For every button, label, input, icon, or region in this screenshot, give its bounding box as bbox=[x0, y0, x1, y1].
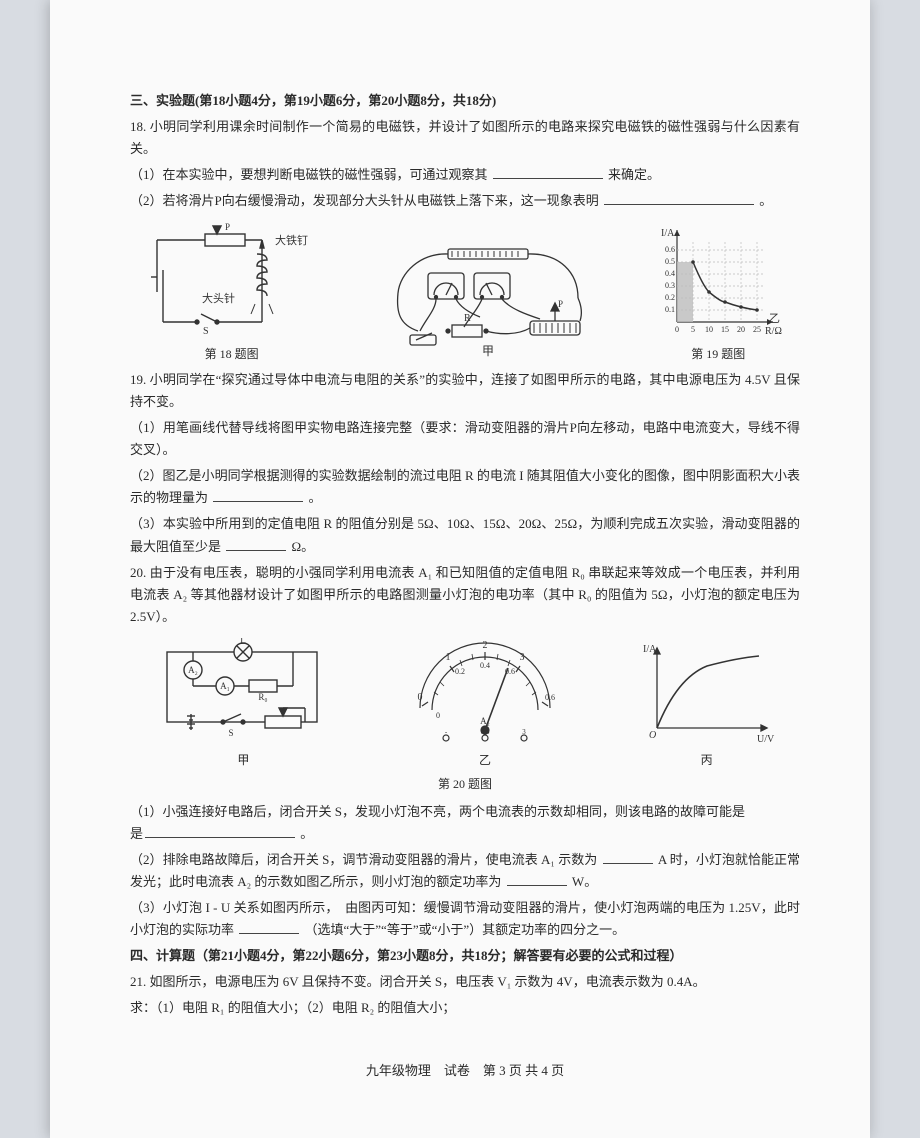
q21-p1: 求：（1）电阻 R₁ 的阻值大小；（2）电阻 R₂ 的阻值大小； bbox=[130, 997, 800, 1019]
exam-page: 三、实验题(第18小题4分，第19小题6分，第20小题8分，共18分) 18. … bbox=[50, 0, 870, 1138]
fig19-xlabel: R/Ω bbox=[765, 326, 782, 337]
q19-blank3 bbox=[226, 538, 286, 551]
section4-title: 四、计算题（第21小题4分，第22小题6分，第23小题8分，共18分；解答要有必… bbox=[130, 945, 800, 967]
q20-p1b: 。 bbox=[300, 826, 313, 841]
fig20-jia: L A₂ A₁ R₀ S 甲 bbox=[153, 638, 333, 770]
xt2: 10 bbox=[705, 325, 713, 334]
fig20-jia-svg: L A₂ A₁ R₀ S bbox=[153, 638, 333, 748]
fig20-jia-label: 甲 bbox=[153, 750, 333, 770]
fig20-bing-svg: I/A U/V O bbox=[637, 638, 777, 748]
fig20-gO: O bbox=[649, 730, 656, 741]
svg-text:3: 3 bbox=[522, 728, 526, 736]
q21-stem: 21. 如图所示，电源电压为 6V 且保持不变。闭合开关 S，电压表 V₁ 示数… bbox=[130, 971, 800, 993]
fig19-P: P bbox=[558, 299, 563, 309]
fig19-jia: R P 甲 bbox=[370, 243, 600, 365]
q20-p3: （3）小灯泡 I - U 关系如图丙所示， 由图丙可知：缓慢调节滑动变阻器的滑片… bbox=[130, 897, 800, 941]
fig20-gy: I/A bbox=[643, 644, 657, 655]
fig18-S: S bbox=[203, 326, 209, 337]
mt1: 1 bbox=[445, 652, 450, 663]
xt0: 0 bbox=[675, 325, 679, 334]
q20-stem: 20. 由于没有电压表，聪明的小强同学利用电流表 A₁ 和已知阻值的定值电阻 R… bbox=[130, 562, 800, 628]
q18-p1b: 来确定。 bbox=[608, 167, 660, 182]
xt1: 5 bbox=[691, 325, 695, 334]
fig20-A1: A₁ bbox=[221, 681, 231, 691]
mt0: 0 bbox=[417, 692, 422, 703]
fig-row-18-19: P bbox=[130, 222, 800, 364]
q20-p2: （2）排除电路故障后，闭合开关 S，调节滑动变阻器的滑片，使电流表 A₁ 示数为… bbox=[130, 849, 800, 893]
fig-row-20: L A₂ A₁ R₀ S 甲 bbox=[130, 638, 800, 770]
fig19-svg: R P 甲 bbox=[370, 243, 600, 363]
q20-p2c: W。 bbox=[572, 874, 597, 889]
q18-p2a: （2）若将滑片P向右缓慢滑动，发现部分大头针从电磁铁上落下来，这一现象表明 bbox=[130, 193, 599, 208]
q18-p2b: 。 bbox=[759, 193, 772, 208]
fig20-caption: 第 20 题图 bbox=[130, 774, 800, 794]
fig18-caption: 第 18 题图 bbox=[147, 344, 317, 364]
yt1: 0.1 bbox=[665, 305, 675, 314]
fig19-yi-label: 乙 bbox=[769, 312, 780, 325]
fig19-jia-label: 甲 bbox=[482, 344, 494, 358]
fig20-R0: R₀ bbox=[259, 692, 268, 702]
q19-p3b: Ω。 bbox=[292, 539, 315, 554]
fig18-svg: P bbox=[147, 222, 317, 342]
q18-p1a: （1）在本实验中，要想判断电磁铁的磁性强弱，可通过观察其 bbox=[130, 167, 488, 182]
yt4: 0.4 bbox=[665, 269, 675, 278]
q18-blank2 bbox=[604, 193, 754, 206]
fig20-bing-label: 丙 bbox=[637, 750, 777, 770]
q20-blank3 bbox=[239, 921, 299, 934]
q19-stem: 19. 小明同学在“探究通过导体中电流与电阻的关系”的实验中，连接了如图甲所示的… bbox=[130, 369, 800, 413]
page-footer: 九年级物理 试卷 第 3 页 共 4 页 bbox=[130, 1060, 800, 1082]
section3-title: 三、实验题(第18小题4分，第19小题6分，第20小题8分，共18分) bbox=[130, 90, 800, 112]
mpivot: A₂ bbox=[480, 716, 490, 726]
q19-p2b: 。 bbox=[309, 490, 322, 505]
fig18-nail: 大铁钉 bbox=[275, 233, 308, 247]
fig19-caption: 第 19 题图 bbox=[653, 344, 783, 364]
fig19-yi: 0.1 0.2 0.3 0.4 0.5 0.6 0 5 10 15 20 25 … bbox=[653, 222, 783, 364]
fig20-yi-label: 乙 bbox=[400, 750, 570, 770]
q20-p1a: （1）小强连接好电路后，闭合开关 S，发现小灯泡不亮，两个电流表的示数却相同，则… bbox=[130, 804, 745, 819]
q19-p1: （1）用笔画线代替导线将图甲实物电路连接完整（要求：滑动变阻器的滑片P向左移动，… bbox=[130, 417, 800, 461]
q20-blank2b bbox=[507, 873, 567, 886]
mm2: 0.4 bbox=[480, 661, 490, 670]
yt6: 0.6 bbox=[665, 245, 675, 254]
xt4: 20 bbox=[737, 325, 745, 334]
fig20-yi: 0 1 2 3 0.2 0.4 0.6 A₂ 0 0.6 - 0.6 3 乙 bbox=[400, 638, 570, 770]
yt5: 0.5 bbox=[665, 257, 675, 266]
q20-p1: （1）小强连接好电路后，闭合开关 S，发现小灯泡不亮，两个电流表的示数却相同，则… bbox=[130, 801, 800, 845]
fig20-yi-svg: 0 1 2 3 0.2 0.4 0.6 A₂ 0 0.6 - 0.6 3 bbox=[400, 638, 570, 748]
q19-p3: （3）本实验中所用到的定值电阻 R 的阻值分别是 5Ω、10Ω、15Ω、20Ω、… bbox=[130, 513, 800, 557]
yt2: 0.2 bbox=[665, 293, 675, 302]
fig18: P bbox=[147, 222, 317, 364]
q19-p2: （2）图乙是小明同学根据测得的实验数据绘制的流过电阻 R 的电流 I 随其阻值大… bbox=[130, 465, 800, 509]
mb3: 0.6 bbox=[545, 693, 555, 702]
fig19-R: R bbox=[464, 313, 471, 324]
q18-part2: （2）若将滑片P向右缓慢滑动，发现部分大头针从电磁铁上落下来，这一现象表明 。 bbox=[130, 190, 800, 212]
q18-blank1 bbox=[493, 167, 603, 180]
fig20-L: L bbox=[241, 638, 247, 646]
xt5: 25 bbox=[753, 325, 761, 334]
fig20-bing: I/A U/V O 丙 bbox=[637, 638, 777, 770]
xt3: 15 bbox=[721, 325, 729, 334]
mb0: 0 bbox=[436, 711, 440, 720]
q18-part1: （1）在本实验中，要想判断电磁铁的磁性强弱，可通过观察其 来确定。 bbox=[130, 164, 800, 186]
svg-text:0.6: 0.6 bbox=[481, 728, 490, 736]
mm1: 0.2 bbox=[455, 667, 465, 676]
fig20-A2: A₂ bbox=[189, 665, 199, 675]
fig18-pins: 大头针 bbox=[202, 291, 235, 305]
q20-p3b: （选填“大于”“等于”或“小于”）其额定功率的四分之一。 bbox=[305, 922, 626, 937]
q18-stem: 18. 小明同学利用课余时间制作一个简易的电磁铁，并设计了如图所示的电路来探究电… bbox=[130, 116, 800, 160]
q19-blank2 bbox=[213, 490, 303, 503]
q20-blank1 bbox=[145, 825, 295, 838]
fig20-S: S bbox=[229, 728, 234, 738]
q20-p2a: （2）排除电路故障后，闭合开关 S，调节滑动变阻器的滑片，使电流表 A₁ 示数为 bbox=[130, 852, 597, 867]
mt2: 2 bbox=[482, 640, 487, 651]
fig19-ylabel: I/A bbox=[661, 228, 675, 239]
yt3: 0.3 bbox=[665, 281, 675, 290]
fig18-P: P bbox=[225, 222, 230, 232]
fig20-gx: U/V bbox=[757, 734, 775, 745]
q20-blank2a bbox=[603, 851, 653, 864]
fig19-graph: 0.1 0.2 0.3 0.4 0.5 0.6 0 5 10 15 20 25 … bbox=[653, 222, 783, 342]
mm3: 0.6 bbox=[505, 667, 515, 676]
mt3: 3 bbox=[519, 652, 524, 663]
